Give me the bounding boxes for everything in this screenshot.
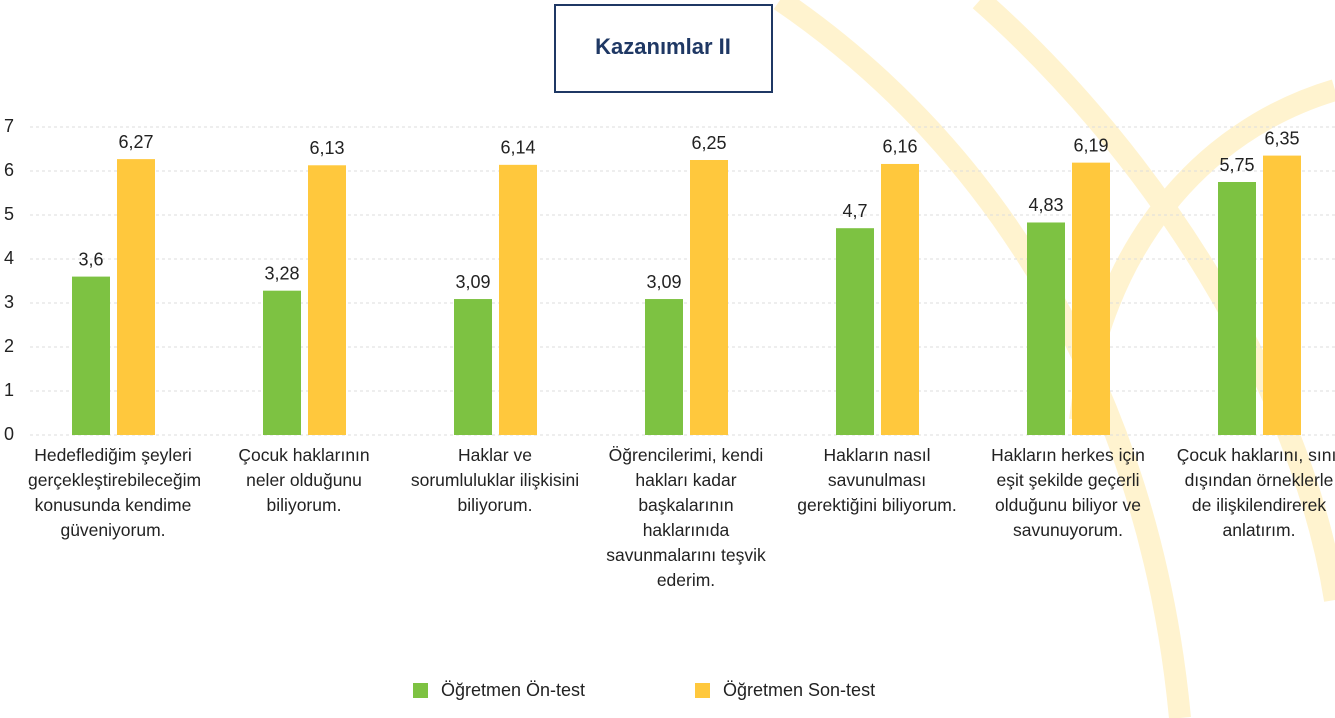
bar xyxy=(1263,155,1301,435)
y-tick-label: 1 xyxy=(4,380,14,400)
y-tick-label: 7 xyxy=(4,116,14,136)
data-label: 6,14 xyxy=(500,138,535,158)
y-tick-label: 3 xyxy=(4,292,14,312)
data-label: 6,35 xyxy=(1264,128,1299,148)
data-label: 6,19 xyxy=(1073,135,1108,155)
x-tick-label: Öğrencilerimi, kendi hakları kadar başka… xyxy=(606,445,766,590)
bar xyxy=(72,276,110,435)
data-label: 4,7 xyxy=(842,201,867,221)
bar xyxy=(117,159,155,435)
data-label: 5,75 xyxy=(1219,155,1254,175)
bar xyxy=(454,299,492,435)
data-label: 3,09 xyxy=(455,272,490,292)
bar xyxy=(645,299,683,435)
bar xyxy=(881,163,919,435)
chart-title: Kazanımlar II xyxy=(595,34,731,59)
data-label: 3,28 xyxy=(264,263,299,283)
y-tick-label: 2 xyxy=(4,336,14,356)
bar xyxy=(1072,162,1110,435)
x-tick-label: Çocuk haklarının neler olduğunu biliyoru… xyxy=(238,445,370,515)
data-label: 3,6 xyxy=(78,249,103,269)
y-tick-label: 5 xyxy=(4,204,14,224)
bar xyxy=(499,164,537,435)
bar xyxy=(690,160,728,435)
data-label: 6,13 xyxy=(309,138,344,158)
x-tick-label: Haklar ve sorumluluklar ilişkisini biliy… xyxy=(410,445,580,515)
title-box xyxy=(554,4,773,93)
bar xyxy=(263,290,301,435)
arc xyxy=(972,0,1335,602)
x-tick-label: Hakların nasıl savunulması gerektiğini b… xyxy=(797,445,957,515)
y-tick-label: 6 xyxy=(4,160,14,180)
data-label: 4,83 xyxy=(1028,195,1063,215)
y-tick-label: 4 xyxy=(4,248,14,268)
data-label: 3,09 xyxy=(646,272,681,292)
legend-swatch xyxy=(413,683,428,698)
bar xyxy=(308,165,346,435)
legend-label: Öğretmen Ön-test xyxy=(441,680,585,700)
data-label: 6,27 xyxy=(118,132,153,152)
x-tick-label: Çocuk haklarını, sınıf dışından örnekler… xyxy=(1176,445,1335,540)
data-label: 6,16 xyxy=(882,137,917,157)
legend-label: Öğretmen Son-test xyxy=(723,680,875,700)
bar xyxy=(836,228,874,435)
legend-swatch xyxy=(695,683,710,698)
bar xyxy=(1218,182,1256,435)
x-tick-label: Hedeflediğim şeyleri gerçekleştirebilece… xyxy=(28,445,202,540)
x-tick-label: Hakların herkes için eşit şekilde geçerl… xyxy=(991,445,1145,540)
y-tick-label: 0 xyxy=(4,424,14,444)
bar xyxy=(1027,222,1065,435)
data-label: 6,25 xyxy=(691,133,726,153)
